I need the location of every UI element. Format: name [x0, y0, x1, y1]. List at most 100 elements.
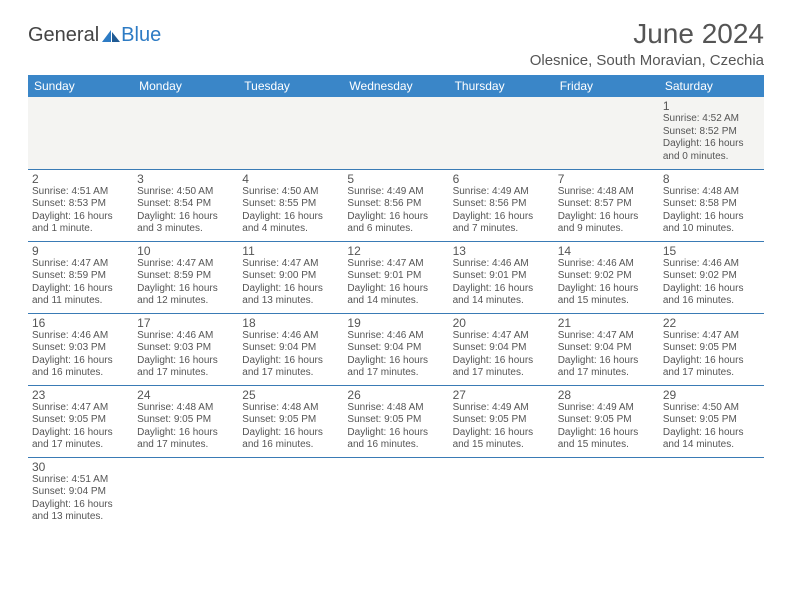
day-info-line: Sunrise: 4:46 AM — [347, 330, 444, 343]
day-info-line: Daylight: 16 hours — [32, 427, 129, 440]
calendar-cell: 20Sunrise: 4:47 AMSunset: 9:04 PMDayligh… — [449, 313, 554, 385]
month-title: June 2024 — [530, 18, 764, 50]
calendar-cell — [343, 457, 448, 529]
day-info-line: and 6 minutes. — [347, 223, 444, 236]
day-number: 11 — [242, 244, 339, 258]
calendar-cell: 24Sunrise: 4:48 AMSunset: 9:05 PMDayligh… — [133, 385, 238, 457]
day-info-line: and 0 minutes. — [663, 151, 760, 164]
day-info-line: and 1 minute. — [32, 223, 129, 236]
day-info-line: and 14 minutes. — [663, 439, 760, 452]
day-info-line: and 17 minutes. — [663, 367, 760, 380]
day-info-line: Sunrise: 4:47 AM — [663, 330, 760, 343]
calendar-cell: 19Sunrise: 4:46 AMSunset: 9:04 PMDayligh… — [343, 313, 448, 385]
day-info-line: and 16 minutes. — [32, 367, 129, 380]
day-info-line: and 17 minutes. — [32, 439, 129, 452]
day-info-line: Sunset: 9:05 PM — [453, 414, 550, 427]
day-info-line: and 15 minutes. — [558, 295, 655, 308]
day-number: 4 — [242, 172, 339, 186]
brand-logo: General Blue — [28, 24, 161, 47]
day-number: 19 — [347, 316, 444, 330]
day-info-line: Sunset: 9:05 PM — [137, 414, 234, 427]
day-info-line: Sunset: 9:05 PM — [663, 414, 760, 427]
day-info-line: Sunset: 9:04 PM — [32, 486, 129, 499]
day-info-line: Daylight: 16 hours — [453, 211, 550, 224]
day-number: 8 — [663, 172, 760, 186]
day-info-line: Daylight: 16 hours — [663, 427, 760, 440]
day-info-line: Sunset: 9:04 PM — [453, 342, 550, 355]
day-info-line: Sunrise: 4:50 AM — [663, 402, 760, 415]
calendar-cell — [133, 97, 238, 169]
calendar-cell: 5Sunrise: 4:49 AMSunset: 8:56 PMDaylight… — [343, 169, 448, 241]
day-info-line: Daylight: 16 hours — [663, 138, 760, 151]
day-info-line: Sunrise: 4:48 AM — [558, 186, 655, 199]
day-info-line: Sunset: 9:05 PM — [32, 414, 129, 427]
day-number: 29 — [663, 388, 760, 402]
day-info-line: Daylight: 16 hours — [242, 355, 339, 368]
weekday-header: Thursday — [449, 75, 554, 97]
brand-part2: Blue — [121, 24, 161, 47]
day-info-line: Sunrise: 4:47 AM — [32, 258, 129, 271]
day-info-line: and 10 minutes. — [663, 223, 760, 236]
calendar-cell: 7Sunrise: 4:48 AMSunset: 8:57 PMDaylight… — [554, 169, 659, 241]
calendar-cell: 22Sunrise: 4:47 AMSunset: 9:05 PMDayligh… — [659, 313, 764, 385]
calendar-cell: 21Sunrise: 4:47 AMSunset: 9:04 PMDayligh… — [554, 313, 659, 385]
day-info-line: Daylight: 16 hours — [137, 211, 234, 224]
day-info-line: Sunset: 9:01 PM — [347, 270, 444, 283]
day-info-line: Sunrise: 4:50 AM — [242, 186, 339, 199]
calendar-cell — [449, 97, 554, 169]
day-info-line: Sunrise: 4:47 AM — [242, 258, 339, 271]
day-number: 14 — [558, 244, 655, 258]
calendar-cell — [238, 457, 343, 529]
day-info-line: Sunset: 8:58 PM — [663, 198, 760, 211]
day-number: 7 — [558, 172, 655, 186]
calendar-cell: 28Sunrise: 4:49 AMSunset: 9:05 PMDayligh… — [554, 385, 659, 457]
day-info-line: Daylight: 16 hours — [32, 499, 129, 512]
day-info-line: Sunrise: 4:52 AM — [663, 113, 760, 126]
day-info-line: Daylight: 16 hours — [347, 283, 444, 296]
day-info-line: Sunrise: 4:48 AM — [347, 402, 444, 415]
day-info-line: Daylight: 16 hours — [242, 283, 339, 296]
day-info-line: and 16 minutes. — [663, 295, 760, 308]
day-info-line: and 17 minutes. — [453, 367, 550, 380]
calendar-cell: 11Sunrise: 4:47 AMSunset: 9:00 PMDayligh… — [238, 241, 343, 313]
day-info-line: Sunset: 8:59 PM — [137, 270, 234, 283]
day-number: 23 — [32, 388, 129, 402]
weekday-header: Sunday — [28, 75, 133, 97]
calendar-cell: 16Sunrise: 4:46 AMSunset: 9:03 PMDayligh… — [28, 313, 133, 385]
day-info-line: Sunrise: 4:47 AM — [137, 258, 234, 271]
day-info-line: Sunset: 9:03 PM — [137, 342, 234, 355]
weekday-header: Saturday — [659, 75, 764, 97]
calendar-cell: 6Sunrise: 4:49 AMSunset: 8:56 PMDaylight… — [449, 169, 554, 241]
title-block: June 2024 Olesnice, South Moravian, Czec… — [530, 18, 764, 69]
day-info-line: and 14 minutes. — [453, 295, 550, 308]
calendar-cell: 9Sunrise: 4:47 AMSunset: 8:59 PMDaylight… — [28, 241, 133, 313]
calendar-cell — [554, 97, 659, 169]
day-info-line: Sunset: 9:05 PM — [558, 414, 655, 427]
calendar-cell: 4Sunrise: 4:50 AMSunset: 8:55 PMDaylight… — [238, 169, 343, 241]
day-info-line: Sunrise: 4:48 AM — [137, 402, 234, 415]
calendar-row: 1Sunrise: 4:52 AMSunset: 8:52 PMDaylight… — [28, 97, 764, 169]
day-info-line: and 17 minutes. — [558, 367, 655, 380]
weekday-header: Friday — [554, 75, 659, 97]
sail-icon — [101, 28, 121, 44]
day-info-line: and 3 minutes. — [137, 223, 234, 236]
calendar-cell: 25Sunrise: 4:48 AMSunset: 9:05 PMDayligh… — [238, 385, 343, 457]
day-number: 15 — [663, 244, 760, 258]
day-info-line: Sunset: 9:03 PM — [32, 342, 129, 355]
day-info-line: Sunset: 8:53 PM — [32, 198, 129, 211]
day-info-line: Daylight: 16 hours — [242, 211, 339, 224]
calendar-cell — [449, 457, 554, 529]
calendar-cell: 30Sunrise: 4:51 AMSunset: 9:04 PMDayligh… — [28, 457, 133, 529]
weekday-header: Tuesday — [238, 75, 343, 97]
day-info-line: Daylight: 16 hours — [32, 355, 129, 368]
day-number: 18 — [242, 316, 339, 330]
calendar-row: 9Sunrise: 4:47 AMSunset: 8:59 PMDaylight… — [28, 241, 764, 313]
day-info-line: Sunset: 9:02 PM — [558, 270, 655, 283]
day-info-line: Sunset: 9:04 PM — [347, 342, 444, 355]
calendar-cell: 14Sunrise: 4:46 AMSunset: 9:02 PMDayligh… — [554, 241, 659, 313]
day-number: 17 — [137, 316, 234, 330]
day-info-line: and 15 minutes. — [453, 439, 550, 452]
day-info-line: and 13 minutes. — [242, 295, 339, 308]
day-info-line: Sunrise: 4:46 AM — [137, 330, 234, 343]
day-info-line: Daylight: 16 hours — [137, 427, 234, 440]
